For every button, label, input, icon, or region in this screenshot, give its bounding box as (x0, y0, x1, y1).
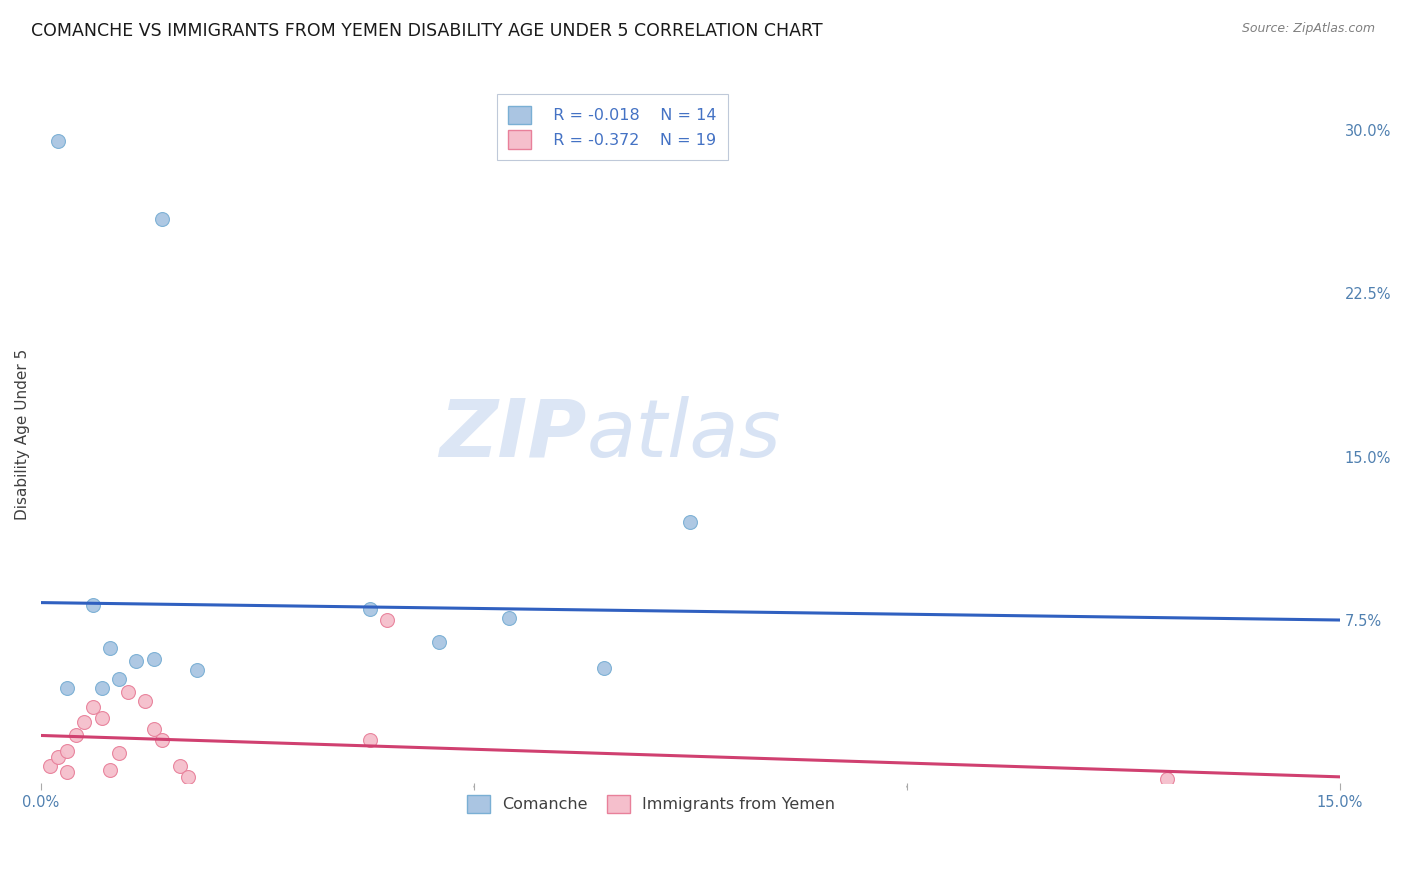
Point (48, 750, 70, 764)
Point (117, 685, 139, 699)
Point (90, 711, 112, 725)
Point (38, 759, 60, 773)
Point (592, 661, 614, 675)
Point (125, 654, 148, 668)
Point (150, 732, 173, 747)
Point (82, 598, 104, 612)
Point (150, 212, 173, 227)
Point (48, 134, 70, 148)
Point (134, 693, 156, 707)
Text: COMANCHE VS IMMIGRANTS FROM YEMEN DISABILITY AGE UNDER 5 CORRELATION CHART: COMANCHE VS IMMIGRANTS FROM YEMEN DISABI… (31, 22, 823, 40)
Text: Source: ZipAtlas.com: Source: ZipAtlas.com (1241, 22, 1375, 36)
Point (1156, 772, 1178, 786)
Text: atlas: atlas (586, 396, 782, 474)
Point (82, 700, 104, 714)
Point (98, 764, 121, 778)
Point (65, 729, 87, 743)
Point (90, 681, 112, 695)
Y-axis label: Disability Age Under 5: Disability Age Under 5 (15, 350, 30, 521)
Point (142, 722, 165, 736)
Point (56, 681, 79, 695)
Point (108, 672, 131, 686)
Point (98, 641, 121, 656)
Point (56, 744, 79, 758)
Point (498, 611, 520, 625)
Point (108, 746, 131, 760)
Point (186, 663, 208, 677)
Point (169, 759, 191, 773)
Point (679, 515, 702, 529)
Point (73, 715, 96, 730)
Legend: Comanche, Immigrants from Yemen: Comanche, Immigrants from Yemen (457, 783, 846, 824)
Point (177, 770, 200, 784)
Point (142, 652, 165, 666)
Point (56, 765, 79, 780)
Point (359, 732, 381, 747)
Point (427, 635, 450, 649)
Point (359, 602, 381, 616)
Point (377, 613, 399, 627)
Text: ZIP: ZIP (439, 396, 586, 474)
